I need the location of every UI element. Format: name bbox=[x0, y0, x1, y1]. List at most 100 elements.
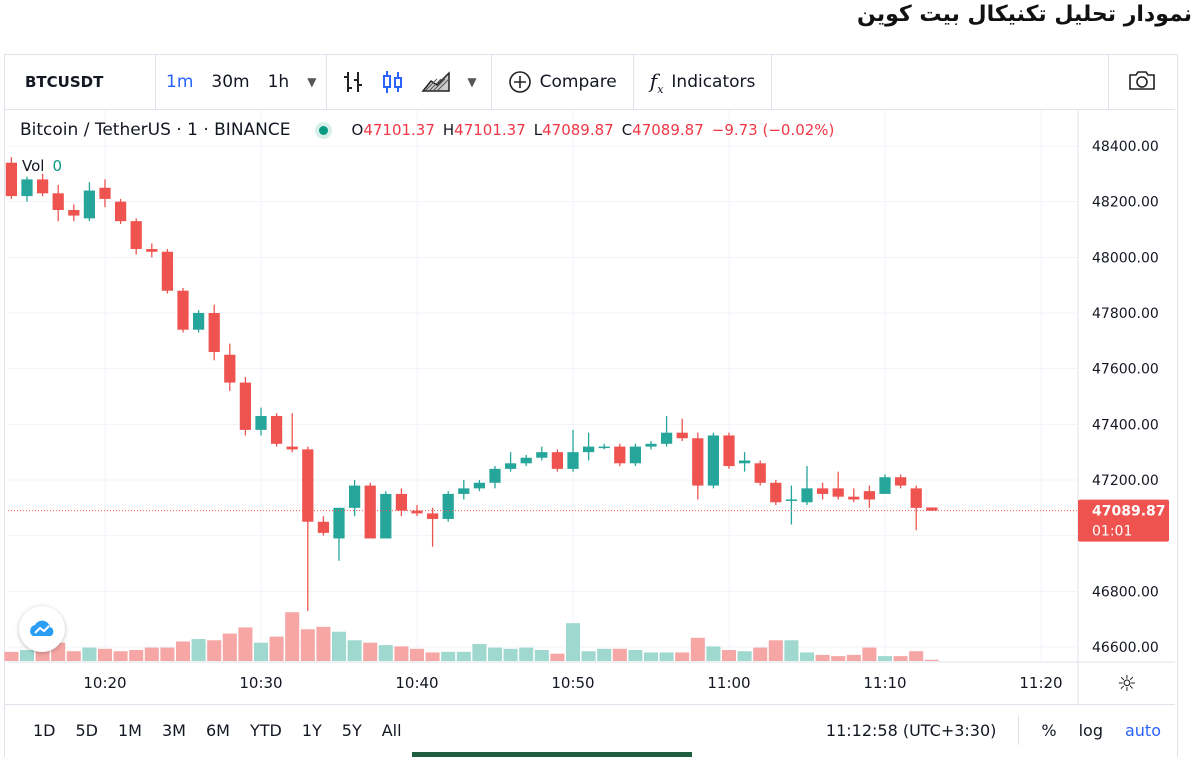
interval-1m-button[interactable]: 1m bbox=[166, 72, 194, 92]
range-1y-button[interactable]: 1Y bbox=[301, 720, 322, 740]
candle-body bbox=[582, 446, 595, 453]
log-scale-toggle[interactable]: log bbox=[1078, 720, 1103, 740]
volume-bar bbox=[425, 652, 440, 661]
candle-body bbox=[879, 477, 891, 494]
chevron-down-icon[interactable]: ▼ bbox=[307, 75, 317, 89]
candle-body bbox=[473, 482, 486, 489]
candle-body bbox=[333, 507, 345, 539]
volume-bar bbox=[409, 648, 425, 661]
candle-body bbox=[504, 463, 517, 469]
volume-value: 0 bbox=[52, 157, 62, 175]
volume-bar bbox=[191, 639, 206, 661]
area-chart-icon[interactable] bbox=[421, 69, 451, 95]
volume-label: Vol bbox=[22, 157, 45, 175]
volume-bar bbox=[690, 637, 705, 661]
price-tick-label: 47200.00 bbox=[1092, 473, 1159, 489]
close-value: 47089.87 bbox=[632, 121, 704, 139]
price-tick-label: 47800.00 bbox=[1092, 306, 1159, 322]
candle-body bbox=[21, 179, 33, 197]
time-tick-label: 11:10 bbox=[863, 674, 906, 692]
clock-time[interactable]: 11:12:58 (UTC+3:30) bbox=[825, 720, 997, 740]
screenshot-button[interactable] bbox=[1109, 68, 1175, 97]
countdown-label: 01:01 bbox=[1092, 524, 1132, 540]
range-ytd-button[interactable]: YTD bbox=[249, 720, 282, 740]
time-tick-label: 10:20 bbox=[83, 674, 126, 692]
time-tick-label: 10:30 bbox=[239, 674, 282, 692]
time-tick-label: 10:40 bbox=[395, 674, 438, 692]
range-1d-button[interactable]: 1D bbox=[33, 720, 56, 740]
interval-1h-button[interactable]: 1h bbox=[267, 72, 290, 92]
volume-bar bbox=[612, 648, 627, 661]
toolbar-divider bbox=[1108, 55, 1109, 109]
volume-bar bbox=[160, 647, 175, 661]
range-all-button[interactable]: All bbox=[381, 720, 402, 740]
range-6m-button[interactable]: 6M bbox=[205, 720, 230, 740]
candlestick-icon[interactable] bbox=[381, 69, 405, 95]
candle-body bbox=[192, 313, 205, 330]
candle-body bbox=[801, 488, 813, 503]
bar-chart-icon[interactable] bbox=[341, 69, 365, 95]
candle-body bbox=[723, 435, 735, 467]
volume-bar bbox=[285, 612, 300, 661]
symbol-search-button[interactable]: BTCUSDT bbox=[25, 73, 104, 91]
chevron-down-icon[interactable]: ▼ bbox=[467, 75, 477, 89]
volume-bar bbox=[659, 652, 674, 661]
volume-bar bbox=[721, 650, 737, 661]
candle-body bbox=[660, 432, 673, 444]
candle-body bbox=[302, 449, 314, 522]
high-value: 47101.37 bbox=[454, 121, 526, 139]
volume-bar bbox=[4, 651, 19, 661]
top-toolbar: BTCUSDT 1m 30m 1h ▼ ▼ Compare fx bbox=[5, 55, 1175, 110]
volume-bar bbox=[597, 648, 612, 661]
volume-bar bbox=[643, 652, 659, 661]
settings-gear-icon[interactable]: ☼ bbox=[1117, 672, 1137, 697]
time-tick-label: 11:00 bbox=[707, 674, 750, 692]
high-key: H bbox=[442, 121, 455, 139]
instrument-label: Bitcoin / TetherUS · 1 · BINANCE bbox=[20, 120, 291, 140]
toolbar-divider bbox=[632, 55, 634, 109]
volume-bar bbox=[113, 651, 128, 661]
candle-body bbox=[208, 313, 220, 352]
compare-button[interactable]: Compare bbox=[492, 70, 633, 94]
volume-bar bbox=[862, 647, 877, 661]
auto-scale-toggle[interactable]: auto bbox=[1124, 720, 1161, 740]
volume-bar bbox=[363, 642, 378, 661]
last-price-label: 47089.87 bbox=[1092, 504, 1166, 520]
range-1m-button[interactable]: 1M bbox=[118, 720, 142, 740]
scale-options: 11:12:58 (UTC+3:30) % log auto bbox=[826, 715, 1175, 745]
volume-bar bbox=[877, 656, 893, 661]
price-tick-label: 46800.00 bbox=[1092, 584, 1159, 600]
volume-bar bbox=[222, 633, 237, 661]
price-tick-label: 47600.00 bbox=[1092, 362, 1159, 378]
price-tick-label: 47400.00 bbox=[1092, 417, 1159, 433]
candle-body bbox=[114, 201, 127, 222]
cloud-logo-icon bbox=[30, 620, 54, 636]
volume-bar bbox=[253, 642, 269, 661]
candle-body bbox=[926, 507, 938, 511]
volume-bar bbox=[924, 659, 939, 661]
price-tick-label: 48400.00 bbox=[1092, 139, 1159, 155]
toolbar-divider bbox=[155, 55, 156, 109]
candle-body bbox=[317, 521, 330, 533]
volume-bar bbox=[97, 648, 113, 661]
range-3m-button[interactable]: 3M bbox=[161, 720, 186, 740]
indicators-button[interactable]: fx Indicators bbox=[634, 69, 772, 96]
toolbar-divider bbox=[326, 55, 328, 109]
volume-bar bbox=[909, 651, 924, 661]
bottom-toolbar: 1D 5D 1M 3M 6M YTD 1Y 5Y All 11:12:58 (U… bbox=[5, 704, 1175, 755]
volume-bar bbox=[144, 647, 159, 661]
candle-body bbox=[738, 460, 751, 464]
volume-bar bbox=[175, 641, 191, 661]
page-underline-bar bbox=[412, 752, 692, 757]
candle-body bbox=[536, 452, 548, 458]
range-5d-button[interactable]: 5D bbox=[75, 720, 99, 740]
volume-bar bbox=[394, 646, 409, 661]
low-value: 47089.87 bbox=[542, 121, 614, 139]
range-5y-button[interactable]: 5Y bbox=[341, 720, 362, 740]
date-range-group: 1D 5D 1M 3M 6M YTD 1Y 5Y All bbox=[5, 721, 402, 740]
percent-scale-toggle[interactable]: % bbox=[1041, 720, 1057, 740]
candle-body bbox=[177, 290, 189, 330]
interval-30m-button[interactable]: 30m bbox=[211, 72, 250, 92]
tradingview-logo[interactable] bbox=[19, 606, 65, 652]
